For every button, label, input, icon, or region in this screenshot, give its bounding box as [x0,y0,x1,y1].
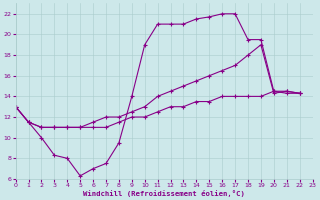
X-axis label: Windchill (Refroidissement éolien,°C): Windchill (Refroidissement éolien,°C) [83,190,245,197]
